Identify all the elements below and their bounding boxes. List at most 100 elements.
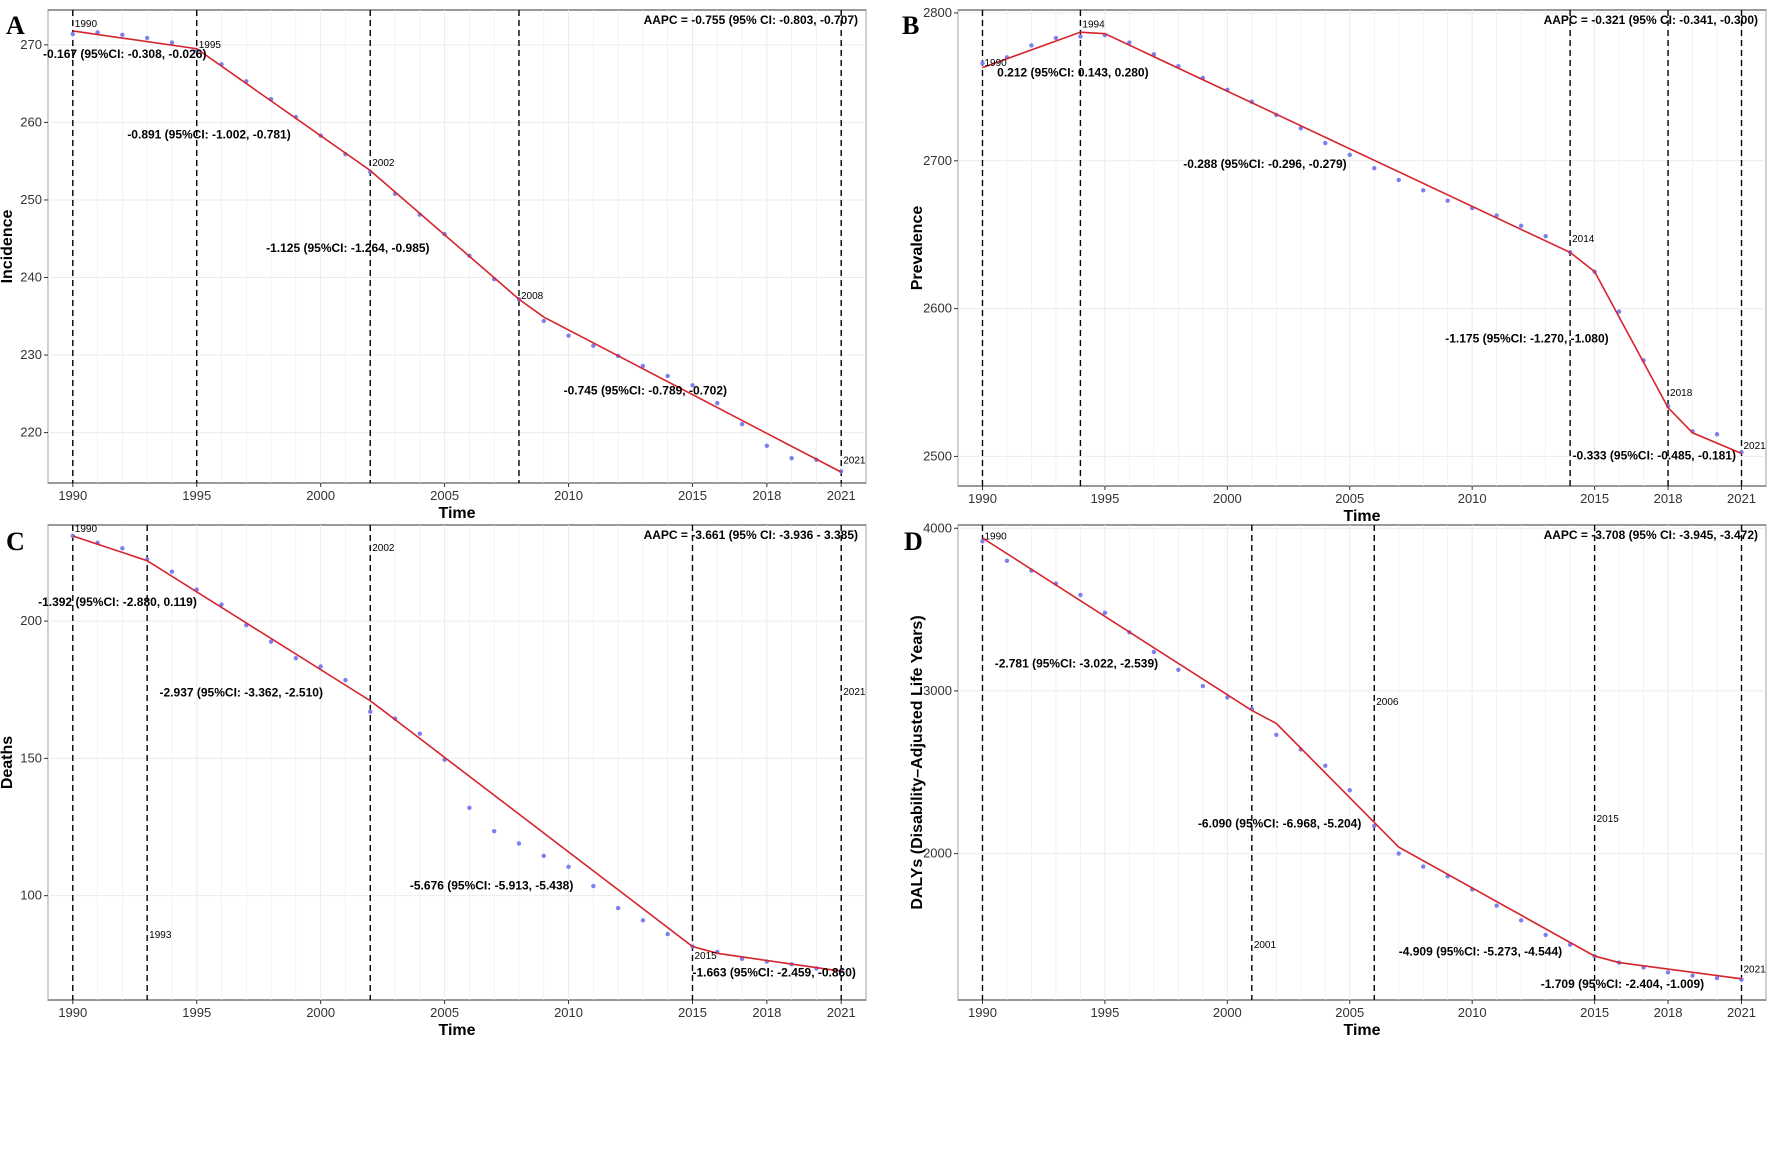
data-point bbox=[591, 883, 596, 889]
x-tick-label: 2005 bbox=[1335, 1005, 1364, 1020]
y-tick-label: 2500 bbox=[923, 448, 952, 463]
x-tick-label: 1995 bbox=[182, 1005, 211, 1020]
data-point bbox=[1396, 177, 1401, 183]
data-point bbox=[1372, 165, 1377, 171]
data-point bbox=[491, 828, 497, 834]
data-point bbox=[739, 421, 745, 427]
data-point bbox=[1665, 970, 1671, 975]
data-point bbox=[640, 363, 646, 369]
joinpoint-label: 1993 bbox=[149, 930, 172, 941]
data-point bbox=[980, 539, 985, 544]
joinpoint-label: 1995 bbox=[199, 40, 222, 51]
data-point bbox=[640, 918, 646, 923]
data-point bbox=[1543, 932, 1548, 938]
data-point bbox=[368, 709, 373, 714]
x-tick-label: 2015 bbox=[678, 1005, 707, 1020]
joinpoint-label: 2021 bbox=[843, 687, 866, 698]
x-tick-label: 2015 bbox=[1580, 1005, 1609, 1020]
segment-apc-label: -4.909 (95%CI: -5.273, -4.544) bbox=[1399, 944, 1562, 958]
x-tick-label: 2000 bbox=[306, 1005, 335, 1020]
data-point bbox=[1421, 188, 1426, 193]
data-point bbox=[764, 443, 770, 448]
y-axis-title: DALYs (Disability–Adjusted Life Years) bbox=[909, 615, 926, 909]
segment-apc-label: -2.937 (95%CI: -3.362, -2.510) bbox=[160, 686, 323, 700]
y-tick-label: 150 bbox=[20, 750, 42, 765]
data-point bbox=[1151, 649, 1157, 655]
joinpoint-label: 2006 bbox=[1376, 697, 1399, 708]
x-tick-label: 1990 bbox=[968, 491, 997, 506]
x-tick-label: 1990 bbox=[968, 1005, 997, 1020]
data-point bbox=[715, 400, 720, 406]
data-point bbox=[1518, 918, 1524, 923]
x-tick-label: 2010 bbox=[1458, 1005, 1487, 1020]
data-point bbox=[1714, 432, 1720, 437]
aapc-label: AAPC = -0.321 (95% CI: -0.341, -0.300) bbox=[1544, 13, 1758, 27]
data-point bbox=[219, 602, 224, 607]
data-point bbox=[1421, 864, 1426, 869]
segment-apc-label: -5.676 (95%CI: -5.913, -5.438) bbox=[410, 878, 573, 892]
segment-apc-label: -1.175 (95%CI: -1.270, -1.080) bbox=[1445, 332, 1608, 346]
plot-area bbox=[47, 524, 867, 1001]
joinpoint-label: 1990 bbox=[75, 19, 98, 30]
data-point bbox=[541, 853, 546, 859]
segment-apc-label: -1.663 (95%CI: -2.459, -0.860) bbox=[692, 966, 855, 980]
data-point bbox=[1518, 223, 1524, 229]
y-tick-label: 250 bbox=[20, 192, 42, 207]
y-tick-label: 4000 bbox=[923, 520, 952, 535]
data-point bbox=[417, 731, 423, 736]
aapc-label: AAPC = -3.661 (95% CI: -3.936 - 3.385) bbox=[644, 528, 858, 542]
plot-area bbox=[957, 524, 1767, 1001]
x-tick-label: 2010 bbox=[554, 1005, 583, 1020]
panel-D: 1990 2001 2006 2015 2021 -2.781 (95%CI: -3.02… bbox=[904, 520, 1767, 1039]
data-point bbox=[1714, 975, 1720, 981]
y-tick-label: 2700 bbox=[923, 153, 952, 168]
x-tick-label: 2021 bbox=[1727, 491, 1756, 506]
x-tick-label: 2015 bbox=[1580, 491, 1609, 506]
data-point bbox=[591, 343, 596, 348]
fit-line bbox=[72, 30, 842, 473]
data-point bbox=[1396, 851, 1401, 856]
segment-apc-label: -0.288 (95%CI: -0.296, -0.279) bbox=[1183, 157, 1346, 171]
segment-apc-label: -1.392 (95%CI: -2.880, 0.119) bbox=[38, 595, 197, 609]
data-point bbox=[1347, 152, 1352, 158]
segment-apc-label: -0.745 (95%CI: -0.789, -0.702) bbox=[564, 384, 727, 398]
data-point bbox=[120, 546, 125, 551]
y-tick-label: 230 bbox=[20, 347, 42, 362]
y-tick-label: 220 bbox=[20, 425, 42, 440]
panel-letter: D bbox=[904, 527, 923, 556]
data-point bbox=[541, 318, 546, 324]
data-point bbox=[1347, 787, 1352, 793]
y-axis-title: Prevalence bbox=[909, 206, 926, 291]
data-point bbox=[789, 455, 794, 461]
data-point bbox=[665, 931, 670, 937]
y-tick-label: 200 bbox=[20, 613, 42, 628]
x-tick-label: 2018 bbox=[1654, 491, 1683, 506]
x-tick-label: 2021 bbox=[827, 1005, 856, 1020]
data-point bbox=[516, 841, 522, 846]
joinpoint-label: 2021 bbox=[843, 456, 866, 467]
fit-line bbox=[982, 537, 1742, 980]
x-axis-title: Time bbox=[1343, 508, 1380, 525]
data-point bbox=[268, 639, 274, 644]
data-point bbox=[566, 864, 571, 870]
x-tick-label: 2010 bbox=[554, 488, 583, 503]
data-point bbox=[1078, 592, 1083, 598]
joinpoint-label: 2021 bbox=[1744, 441, 1767, 452]
x-tick-label: 2000 bbox=[1213, 491, 1242, 506]
data-point bbox=[1176, 667, 1181, 672]
panel-C: 1990 1993 2002 2015 2021 -1.392 (95%CI: -2.88… bbox=[0, 524, 867, 1039]
data-point bbox=[615, 905, 621, 911]
data-point bbox=[70, 31, 75, 37]
segment-apc-label: -1.125 (95%CI: -1.264, -0.985) bbox=[266, 241, 429, 255]
panel-letter: B bbox=[902, 11, 919, 40]
panel-A: 1990 1995 2002 2008 2021 -0.167 (95%CI: -0.30… bbox=[0, 9, 867, 522]
segment-apc-label: -6.090 (95%CI: -6.968, -5.204) bbox=[1198, 817, 1361, 831]
y-tick-label: 2000 bbox=[923, 846, 952, 861]
fit-line bbox=[72, 535, 842, 972]
data-point bbox=[1543, 233, 1548, 239]
x-tick-label: 2010 bbox=[1458, 491, 1487, 506]
y-tick-label: 100 bbox=[20, 888, 42, 903]
data-point bbox=[566, 333, 571, 338]
data-point bbox=[665, 373, 670, 379]
data-point bbox=[1494, 903, 1499, 908]
